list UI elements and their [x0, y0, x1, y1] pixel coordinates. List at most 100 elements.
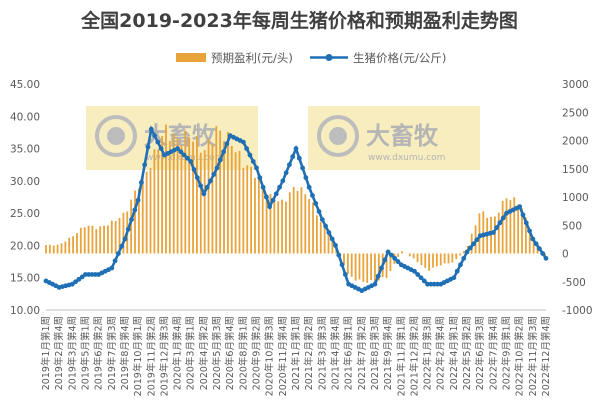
price-point — [527, 228, 532, 234]
profit-bar — [304, 194, 307, 254]
x-tick-label: 2020年11月第4周 — [277, 316, 289, 396]
price-point — [392, 255, 398, 261]
profit-bar — [207, 139, 210, 254]
legend-marker-price — [325, 54, 333, 61]
price-point — [181, 152, 187, 158]
x-tick-label: 2022年5月第2周 — [461, 316, 473, 390]
profit-bar — [463, 251, 465, 254]
x-tick-label: 2022年2月第4周 — [435, 316, 447, 390]
price-point — [152, 133, 157, 139]
price-point — [214, 165, 220, 171]
price-point — [191, 167, 197, 172]
profit-bar — [72, 236, 74, 254]
profit-bar — [153, 149, 156, 254]
price-point — [273, 191, 279, 197]
x-tick-label: 2020年10月第3周 — [264, 316, 276, 396]
price-point — [79, 274, 85, 280]
profit-bar — [315, 215, 318, 254]
profit-bar — [269, 193, 272, 254]
price-point — [129, 217, 134, 223]
price-point — [379, 265, 384, 271]
profit-bar — [157, 149, 160, 254]
y-left-tick-label: 20.00 — [10, 240, 40, 252]
profit-bar — [439, 253, 442, 266]
x-tick-label: 2019年8月第4周 — [119, 316, 131, 390]
profit-bar — [377, 253, 380, 281]
profit-bar — [184, 130, 187, 254]
x-tick-label: 2022年11月第3周 — [527, 316, 539, 396]
price-point — [244, 146, 250, 151]
x-tick-label: 2020年8月第1周 — [237, 316, 249, 390]
x-tick-label: 2022年9月第1周 — [501, 316, 513, 390]
price-point — [329, 236, 335, 242]
chart-title: 全国2019-2023年每周生猪价格和预期盈利走势图 — [81, 10, 518, 32]
price-point — [458, 262, 463, 268]
x-tick-label: 2019年11月第2周 — [145, 316, 157, 396]
price-point — [188, 159, 194, 164]
profit-bar — [362, 253, 365, 282]
x-tick-label: 2020年6月第4周 — [224, 316, 236, 390]
price-point — [342, 272, 348, 277]
profit-bar — [118, 218, 121, 254]
profit-bar — [130, 199, 133, 254]
price-point — [158, 146, 164, 151]
y-right-tick-label: 2500 — [562, 107, 589, 119]
price-point — [310, 192, 315, 198]
profit-bar — [451, 253, 454, 263]
price-point — [464, 249, 470, 255]
y-left-tick-label: 40.00 — [10, 111, 40, 123]
profit-bar — [343, 253, 345, 265]
price-point — [412, 268, 417, 274]
profit-bar — [346, 253, 349, 274]
x-tick-label: 2020年4月第2周 — [198, 316, 210, 390]
price-point — [490, 230, 496, 235]
profit-bar — [226, 131, 229, 254]
profit-bar — [180, 145, 183, 254]
profit-bar — [192, 141, 194, 254]
x-tick-label: 2021年11月第1周 — [395, 316, 407, 396]
profit-bar — [215, 125, 218, 254]
profit-bar — [397, 253, 400, 257]
x-tick-label: 2022年12月第4周 — [540, 316, 552, 396]
y-left-tick-label: 25.00 — [10, 208, 40, 220]
profit-bar — [285, 201, 287, 254]
price-point — [185, 155, 190, 161]
x-tick-label: 2021年12月第2周 — [408, 316, 420, 396]
y-right-tick-label: -1000 — [562, 305, 593, 317]
watermark-logo-dot — [107, 127, 125, 145]
watermark-brand: 大畜牧 — [366, 122, 439, 150]
price-point — [388, 252, 394, 258]
price-point — [319, 217, 325, 223]
profit-bar — [60, 243, 63, 254]
profit-bar — [261, 185, 264, 254]
profit-bar — [385, 253, 388, 279]
profit-bar — [199, 152, 202, 254]
price-point — [523, 220, 529, 226]
profit-bar — [327, 234, 330, 254]
legend-label-price: 生猪价格(元/公斤) — [353, 51, 446, 65]
x-tick-label: 2021年8月第3周 — [369, 316, 381, 390]
price-point — [313, 201, 319, 206]
profit-bar — [203, 150, 206, 254]
x-tick-label: 2022年4月第1周 — [448, 316, 460, 390]
profit-bar — [482, 211, 485, 254]
price-point — [142, 162, 148, 168]
profit-bar — [87, 225, 90, 254]
profit-bar — [459, 253, 461, 256]
profit-bar — [76, 233, 78, 254]
price-point — [73, 279, 79, 285]
profit-bar — [416, 253, 419, 263]
x-tick-label: 2021年9月第4周 — [382, 316, 394, 390]
price-point — [316, 209, 322, 214]
price-point — [418, 275, 424, 281]
profit-bar — [110, 220, 113, 254]
profit-bar — [312, 202, 314, 254]
price-point — [339, 262, 345, 268]
y-left-tick-label: 10.00 — [10, 305, 40, 317]
price-point — [471, 241, 477, 247]
y-right-tick-label: 500 — [562, 220, 582, 232]
price-point — [326, 230, 332, 235]
price-point — [537, 246, 542, 252]
profit-bar — [176, 138, 179, 254]
price-point — [500, 215, 506, 221]
